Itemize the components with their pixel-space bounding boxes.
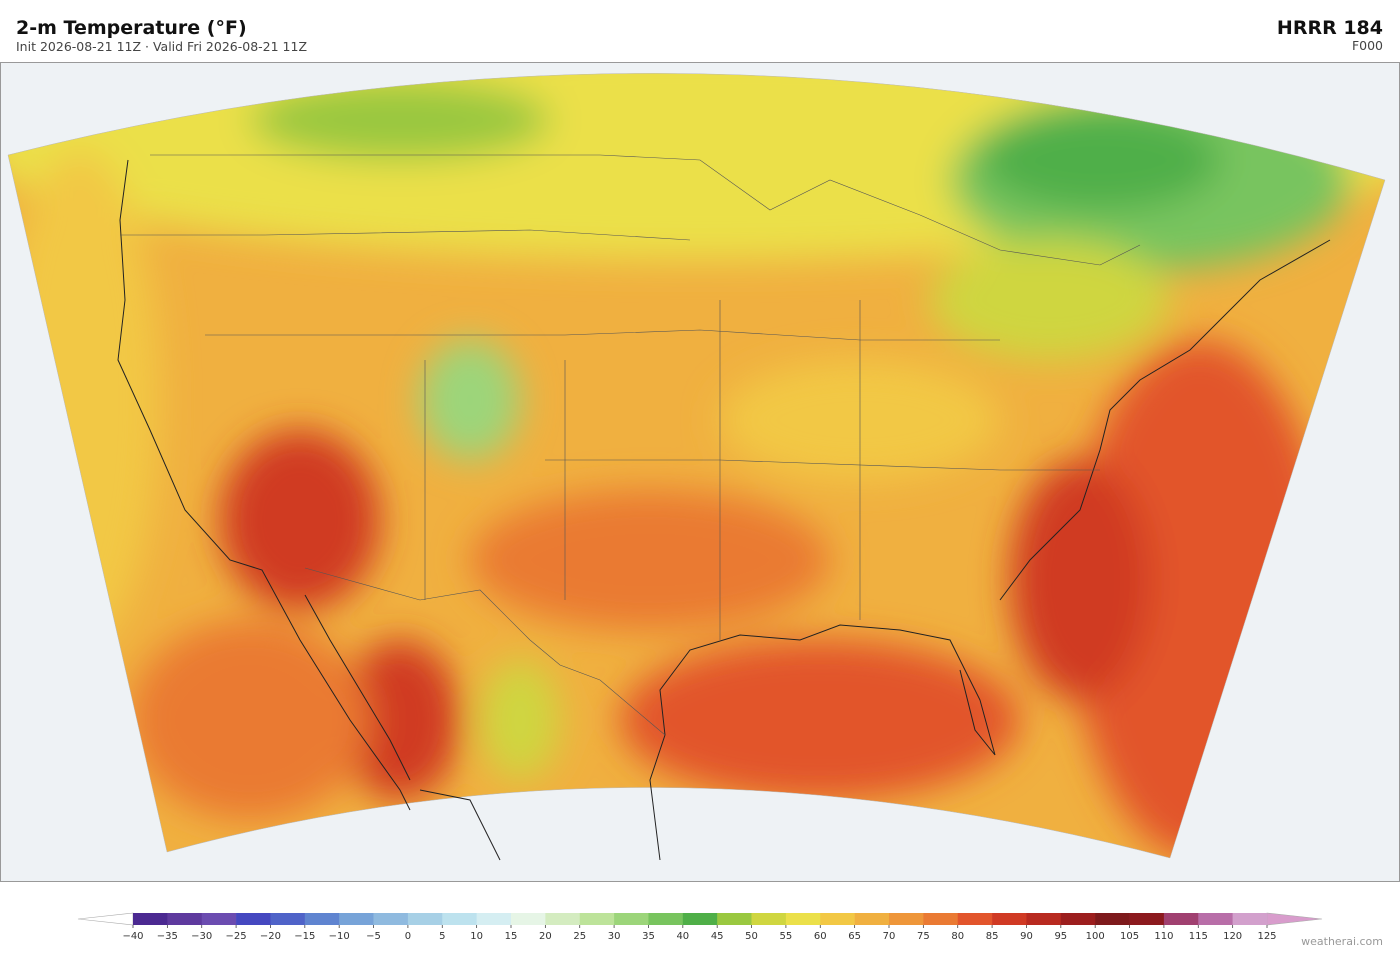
forecast-hour: F000 xyxy=(1352,38,1383,53)
colorbar-tick-label: 65 xyxy=(848,931,861,942)
colorbar-tick-label: −30 xyxy=(191,931,212,942)
colorbar-bin xyxy=(889,913,924,925)
colorbar-tick-label: −10 xyxy=(329,931,350,942)
colorbar-tick-label: 70 xyxy=(883,931,896,942)
borders xyxy=(120,154,1141,736)
colorbar-tick-label: −20 xyxy=(260,931,281,942)
colorbar-bin xyxy=(854,913,890,925)
colorbar-bin xyxy=(751,913,787,925)
colorbar-tick-label: 95 xyxy=(1054,931,1067,942)
credit: weatherai.com xyxy=(1301,935,1383,948)
colorbar-tick-label: 55 xyxy=(780,931,793,942)
colorbar-bin xyxy=(1232,913,1268,925)
colorbar-tick-label: 20 xyxy=(539,931,552,942)
colorbar-tick-label: 25 xyxy=(573,931,586,942)
colorbar-bin xyxy=(1060,913,1096,925)
colorbar-bin xyxy=(304,913,340,925)
colorbar-bin xyxy=(614,913,649,925)
colorbar-tick-label: 115 xyxy=(1189,931,1208,942)
colorbar-bin xyxy=(511,913,546,925)
colorbar-over xyxy=(1266,912,1323,926)
colorbar-tick-label: 90 xyxy=(1020,931,1033,942)
colorbar-tick-label: −5 xyxy=(366,931,381,942)
colorbar-bin xyxy=(579,913,615,925)
colorbar-tick-label: 60 xyxy=(814,931,827,942)
colorbar-tick-label: 110 xyxy=(1154,931,1173,942)
colorbar-bin xyxy=(957,913,993,925)
colorbar-tick-label: 75 xyxy=(917,931,930,942)
colorbar-bin xyxy=(236,913,271,925)
colorbar-tick-label: 40 xyxy=(676,931,689,942)
colorbar-bin xyxy=(1095,913,1130,925)
colorbar-tick-label: 120 xyxy=(1223,931,1242,942)
colorbar-bin xyxy=(785,913,821,925)
colorbar-tick-label: 15 xyxy=(505,931,518,942)
colorbar-bin xyxy=(717,913,752,925)
colorbar-under xyxy=(77,912,134,926)
colorbar-bin xyxy=(442,913,477,925)
colorbar-bin xyxy=(339,913,374,925)
colorbar-bin xyxy=(407,913,443,925)
colorbar-bin xyxy=(133,913,168,925)
colorbar-bin xyxy=(1129,913,1165,925)
colorbar-bin xyxy=(201,913,237,925)
colorbar-tick-label: 5 xyxy=(439,931,445,942)
colorbar-tick-label: −25 xyxy=(226,931,247,942)
colorbar-tick-label: 35 xyxy=(642,931,655,942)
colorbar-bin xyxy=(373,913,409,925)
colorbar-tick-label: 0 xyxy=(405,931,411,942)
colorbar-tick-label: −35 xyxy=(157,931,178,942)
colorbar-tick-label: 10 xyxy=(470,931,483,942)
coastlines xyxy=(117,159,1331,861)
colorbar-tick-label: 50 xyxy=(745,931,758,942)
colorbar-bin xyxy=(923,913,959,925)
colorbar-bin xyxy=(1198,913,1233,925)
temperature-field xyxy=(8,73,1385,859)
colorbar-tick-label: 100 xyxy=(1086,931,1105,942)
model: HRRR 184 xyxy=(1277,17,1383,39)
colorbar-bin xyxy=(1163,913,1199,925)
colorbar-tick-label: −40 xyxy=(122,931,143,942)
colorbar-bin xyxy=(1026,913,1062,925)
colorbar-tick-label: 80 xyxy=(951,931,964,942)
colorbar-bin xyxy=(992,913,1027,925)
colorbar-bin xyxy=(682,913,718,925)
colorbar-tick-label: 105 xyxy=(1120,931,1139,942)
colorbar-bin xyxy=(167,913,203,925)
colorbar-tick-label: −15 xyxy=(294,931,315,942)
title: 2-m Temperature (°F) xyxy=(16,17,247,39)
subtitle: Init 2026-08-21 11Z · Valid Fri 2026-08-… xyxy=(16,39,307,54)
colorbar-bin xyxy=(476,913,512,925)
colorbar-bin xyxy=(270,913,306,925)
colorbar-bin xyxy=(820,913,855,925)
colorbar-tick-label: 85 xyxy=(986,931,999,942)
map xyxy=(0,62,1400,882)
colorbar-tick-label: 30 xyxy=(608,931,621,942)
colorbar: −40 −35 −30 −25 −20 −15 −10 −5 0 5 10 15 20 25 30 35 40 4… xyxy=(77,912,1323,942)
colorbar-bin xyxy=(545,913,581,925)
colorbar-tick-label: 125 xyxy=(1257,931,1276,942)
colorbar-tick-label: 45 xyxy=(711,931,724,942)
colorbar-bin xyxy=(648,913,684,925)
